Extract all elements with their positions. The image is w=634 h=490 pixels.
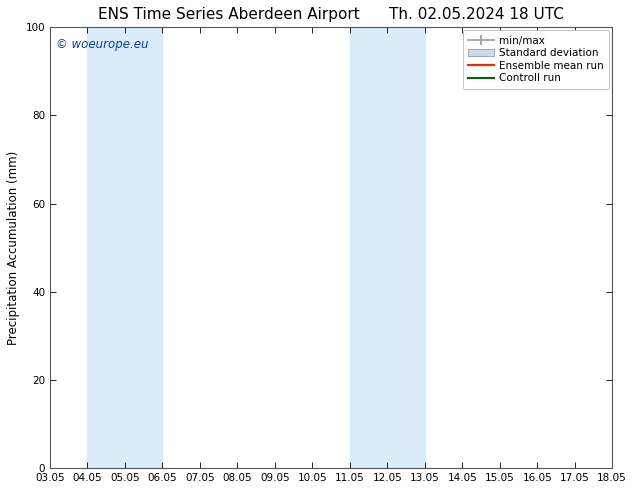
Legend: min/max, Standard deviation, Ensemble mean run, Controll run: min/max, Standard deviation, Ensemble me… (463, 30, 609, 89)
Text: © woeurope.eu: © woeurope.eu (56, 38, 148, 51)
Title: ENS Time Series Aberdeen Airport      Th. 02.05.2024 18 UTC: ENS Time Series Aberdeen Airport Th. 02.… (98, 7, 564, 22)
Y-axis label: Precipitation Accumulation (mm): Precipitation Accumulation (mm) (7, 150, 20, 345)
Bar (87, 27, 162, 468)
Bar (350, 27, 425, 468)
Bar (612, 27, 634, 468)
